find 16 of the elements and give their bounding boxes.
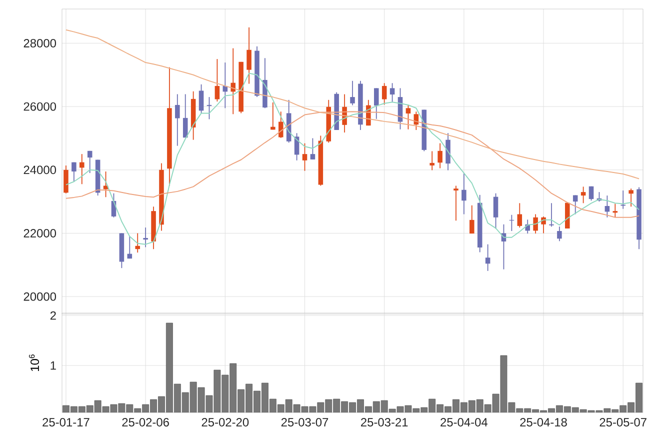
y-axis-title: 10$^{6}$ (28, 354, 40, 371)
x-tick-label: 25-02-20 (202, 418, 249, 426)
x-tick-label: 25-05-07 (600, 418, 646, 426)
y-tick-label: 2 (50, 311, 56, 320)
x-tick-label: 25-03-07 (281, 418, 328, 426)
y-tick-label: 1 (50, 361, 56, 370)
y-tick-label: 26000 (24, 102, 56, 111)
y-tick-label: 22000 (24, 229, 56, 238)
x-tick-label: 25-04-18 (520, 418, 567, 426)
y-tick-label: 20000 (24, 292, 56, 301)
y-tick-label: 24000 (24, 166, 56, 174)
x-tick-label: 25-02-06 (122, 418, 169, 426)
x-tick-label: 25-01-17 (42, 418, 90, 426)
x-tick-label: 25-04-04 (440, 418, 488, 426)
y-tick-label: 28000 (24, 38, 56, 48)
x-tick-label: 25-03-21 (361, 418, 408, 426)
